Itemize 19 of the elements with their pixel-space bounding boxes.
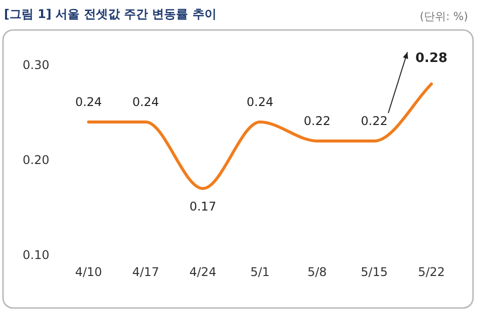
x-tick-label: 4/24 <box>189 265 216 279</box>
x-tick-label: 5/22 <box>418 265 445 279</box>
data-label: 0.24 <box>246 95 274 109</box>
y-tick-label: 0.20 <box>22 153 50 167</box>
data-label: 0.28 <box>415 51 448 66</box>
x-tick-label: 4/10 <box>75 265 102 279</box>
x-tick-label: 5/15 <box>360 265 388 279</box>
y-tick-label: 0.10 <box>22 248 50 262</box>
data-label: 0.22 <box>304 114 330 128</box>
x-tick-label: 5/1 <box>250 265 270 279</box>
data-label: 0.24 <box>75 95 102 109</box>
chart-title: [그림 1] 서울 전셋값 주간 변동률 추이 <box>4 7 216 21</box>
y-tick-label: 0.30 <box>22 58 50 72</box>
data-label: 0.22 <box>360 114 388 128</box>
x-tick-label: 4/17 <box>132 265 160 279</box>
x-tick-label: 5/8 <box>307 265 327 279</box>
data-label: 0.17 <box>190 200 216 214</box>
text: (단위: %) <box>420 10 468 23</box>
data-label: 0.24 <box>132 95 160 109</box>
